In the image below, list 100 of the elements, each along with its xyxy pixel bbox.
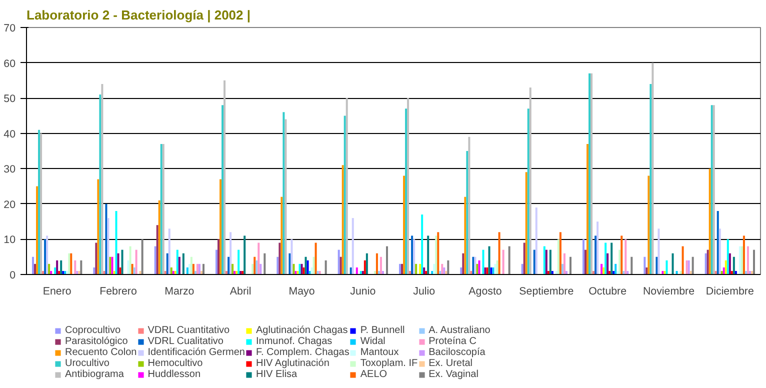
bar: [95, 242, 98, 274]
bar: [482, 250, 484, 274]
bar: [97, 179, 100, 274]
legend-label: Hemocultivo: [148, 358, 203, 369]
bar: [232, 264, 234, 274]
bar: [230, 232, 232, 274]
bar: [427, 236, 430, 274]
bar: [752, 250, 755, 274]
bar: [254, 256, 256, 274]
bar: [666, 260, 668, 274]
bar: [216, 250, 218, 274]
bar: [324, 260, 327, 274]
bar: [441, 264, 444, 274]
bar: [525, 172, 528, 274]
legend-label: HIV Aglutinación: [256, 358, 330, 369]
bar: [304, 256, 307, 274]
bar: [38, 130, 40, 274]
bar: [722, 267, 725, 274]
bar: [168, 228, 170, 274]
bar: [476, 264, 478, 274]
x-tick-label: Noviembre: [642, 286, 695, 298]
bar: [154, 246, 156, 274]
bar: [202, 264, 204, 274]
bar: [604, 242, 607, 274]
bar: [310, 267, 313, 274]
bar: [462, 253, 464, 274]
bar: [561, 264, 564, 274]
y-tick-label: 70: [4, 22, 16, 34]
bar: [256, 260, 258, 274]
bar: [121, 250, 124, 274]
x-tick-label: Octubre: [588, 286, 627, 298]
bar: [433, 264, 436, 274]
bar: [101, 84, 104, 274]
bar: [280, 196, 283, 274]
x-tick-label: Marzo: [164, 286, 194, 298]
bar: [352, 218, 354, 274]
bar: [618, 250, 621, 274]
bar: [549, 250, 552, 274]
legend-label: HIV Elisa: [256, 369, 298, 380]
bar: [407, 98, 410, 274]
bar: [284, 119, 287, 274]
bar: [276, 256, 279, 274]
bar: [545, 250, 548, 274]
bar: [478, 260, 480, 274]
bar: [742, 236, 745, 274]
bar: [258, 242, 260, 274]
x-tick-label: Febrero: [100, 286, 137, 298]
legend-label: A. Australiano: [428, 325, 490, 336]
bar: [692, 256, 694, 274]
bar: [190, 256, 192, 274]
bar: [468, 136, 470, 274]
bar: [557, 239, 560, 274]
bar: [529, 87, 532, 274]
bar: [403, 176, 406, 274]
bar: [56, 260, 58, 274]
bar: [60, 260, 62, 274]
bar: [186, 267, 188, 274]
bar: [584, 250, 587, 274]
bar: [107, 218, 110, 274]
bar: [192, 264, 194, 274]
y-tick-label: 30: [4, 164, 16, 176]
bar: [386, 246, 388, 274]
bar: [366, 253, 368, 274]
bar: [610, 242, 613, 274]
bar: [563, 253, 566, 274]
legend-label: Coprocultivo: [65, 325, 121, 336]
bar: [724, 260, 727, 274]
bar: [131, 264, 134, 274]
bar: [706, 250, 709, 274]
bar: [178, 256, 180, 274]
legend-label: VDRL Cualitativo: [148, 336, 224, 347]
legend-label: Parasitológico: [65, 336, 128, 347]
bar: [312, 256, 315, 274]
bar: [220, 179, 222, 274]
bar: [340, 256, 342, 274]
x-tick-label: Diciembre: [706, 286, 754, 298]
bar: [127, 260, 130, 274]
bar: [726, 239, 729, 274]
legend-label: Mantoux: [360, 347, 399, 358]
bar: [282, 112, 285, 274]
legend-label: Recuento Colon: [65, 347, 137, 358]
legend-label: Huddlesson: [148, 369, 201, 380]
bar: [290, 239, 293, 274]
bar: [222, 105, 224, 274]
bar: [278, 242, 281, 274]
bar: [498, 232, 500, 274]
bar: [644, 256, 646, 274]
bar: [521, 264, 524, 274]
bar: [423, 267, 426, 274]
y-tick-label: 40: [4, 128, 16, 140]
legend-label: Widal: [360, 336, 386, 347]
bar: [494, 264, 496, 274]
bar: [658, 228, 660, 274]
bar: [292, 264, 295, 274]
legend-label: Identificación Germen: [148, 347, 245, 358]
bar: [36, 186, 38, 274]
legend-label: F. Complem. Chagas: [256, 347, 350, 358]
bar: [419, 264, 422, 274]
bar: [32, 256, 34, 274]
bar: [648, 176, 650, 274]
